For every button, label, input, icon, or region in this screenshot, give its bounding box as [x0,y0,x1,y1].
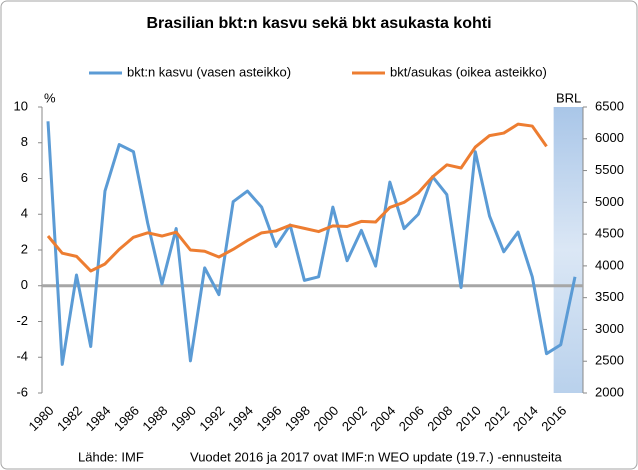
y2-tick-label: 3000 [595,321,624,336]
y2-tick-label: 5500 [595,162,624,177]
y2-tick-label: 5000 [595,194,624,209]
legend-label: bkt:n kasvu (vasen asteikko) [127,64,291,79]
y-tick-label: -4 [16,349,28,364]
source: Lähde: IMF [78,449,144,464]
y-tick-label: 10 [14,98,28,113]
y-tick-label: -2 [16,313,28,328]
chart-title: Brasilian bkt:n kasvu sekä bkt asukasta … [146,15,491,32]
y2-tick-label: 6500 [595,98,624,113]
y2-tick-label: 4500 [595,226,624,241]
y-tick-label: -6 [16,384,28,399]
y2-tick-label: 3500 [595,289,624,304]
series-line [46,121,577,366]
forecast-shade [553,107,583,393]
y2-tick-label: 2000 [595,384,624,399]
y2-tick-label: 6000 [595,130,624,145]
y-tick-label: 8 [21,134,28,149]
legend-label: bkt/asukas (oikea asteikko) [390,64,547,79]
series-line [46,122,548,273]
y-tick-label: 6 [21,170,28,185]
y2-tick-label: 2500 [595,353,624,368]
y-tick-label: 4 [21,206,28,221]
y2-tick-label: 4000 [595,257,624,272]
note: Vuodet 2016 ja 2017 ovat IMF:n WEO updat… [190,449,562,464]
y2-axis-label: BRL [556,90,581,105]
y-axis-label: % [44,90,56,105]
y-tick-label: 0 [21,277,28,292]
y-tick-label: 2 [21,241,28,256]
